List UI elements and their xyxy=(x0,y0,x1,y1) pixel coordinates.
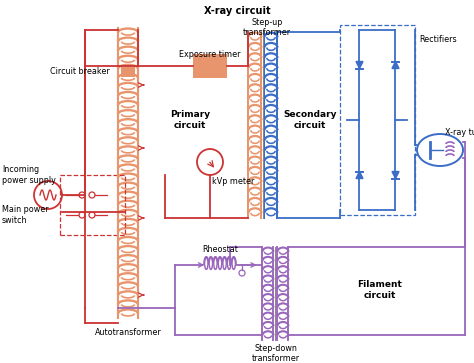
Text: Rheostat: Rheostat xyxy=(202,245,238,254)
Bar xyxy=(193,54,227,78)
Text: kVp meter: kVp meter xyxy=(212,177,255,186)
Text: Autotransformer: Autotransformer xyxy=(95,328,161,337)
Text: Circuit breaker: Circuit breaker xyxy=(50,68,110,77)
Bar xyxy=(121,67,135,77)
Polygon shape xyxy=(392,171,399,179)
Text: Exposure timer: Exposure timer xyxy=(179,50,241,59)
Text: Step-down
transformer: Step-down transformer xyxy=(251,344,300,363)
Bar xyxy=(60,175,125,235)
Text: Secondary
circuit: Secondary circuit xyxy=(283,110,337,130)
Polygon shape xyxy=(356,61,363,69)
Text: Filament
circuit: Filament circuit xyxy=(357,280,402,300)
Text: Step-up
transformer: Step-up transformer xyxy=(243,18,291,37)
Text: X-ray circuit: X-ray circuit xyxy=(204,6,270,16)
Text: Primary
circuit: Primary circuit xyxy=(170,110,210,130)
Bar xyxy=(340,25,415,215)
Text: Main power
switch: Main power switch xyxy=(2,205,49,225)
Polygon shape xyxy=(392,61,399,69)
Text: Rectifiers: Rectifiers xyxy=(419,36,456,45)
Text: X-ray tube: X-ray tube xyxy=(445,128,474,137)
Polygon shape xyxy=(356,171,363,179)
Text: Incoming
power supply: Incoming power supply xyxy=(2,165,56,185)
